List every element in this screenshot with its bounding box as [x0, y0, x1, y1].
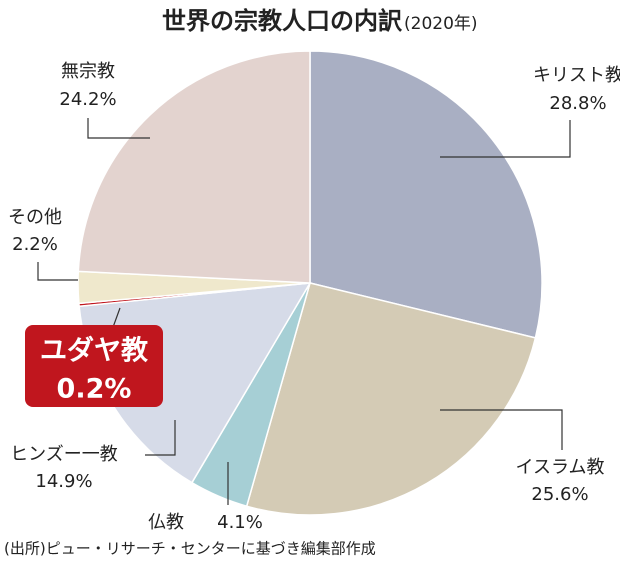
slice-label: キリスト教: [533, 65, 620, 86]
leader-line: [440, 409, 563, 450]
slice: [77, 50, 311, 284]
leader-line: [440, 120, 571, 158]
slice-label: イスラム教: [516, 457, 605, 478]
slice-label: 仏教: [148, 512, 184, 533]
slice-label: ユダヤ教: [40, 335, 148, 367]
chart-subtitle: (2020年): [404, 14, 478, 34]
source: (出所)ピュー・リサーチ・センターに基づき編集部作成: [4, 540, 376, 558]
leader-line: [145, 420, 176, 456]
value-label: 14.9%: [35, 471, 92, 492]
value-label: 24.2%: [59, 89, 116, 110]
value-label: 25.6%: [531, 484, 588, 505]
value-label: 28.8%: [549, 93, 606, 114]
value-label: 0.2%: [57, 374, 132, 405]
leader-line: [37, 262, 78, 281]
slice: [309, 50, 543, 339]
highlight-box: [25, 325, 163, 407]
pie: [77, 50, 543, 516]
value-label: 2.2%: [12, 234, 58, 255]
slice-label: ヒンズー一教: [10, 444, 118, 465]
slice-label: 無宗教: [61, 61, 115, 82]
chart-title: 世界の宗教人口の内訳: [162, 7, 403, 35]
slice-label: その他: [8, 207, 62, 228]
slice: [245, 282, 537, 516]
value-label: 4.1%: [217, 512, 263, 533]
leader-line: [87, 118, 150, 139]
